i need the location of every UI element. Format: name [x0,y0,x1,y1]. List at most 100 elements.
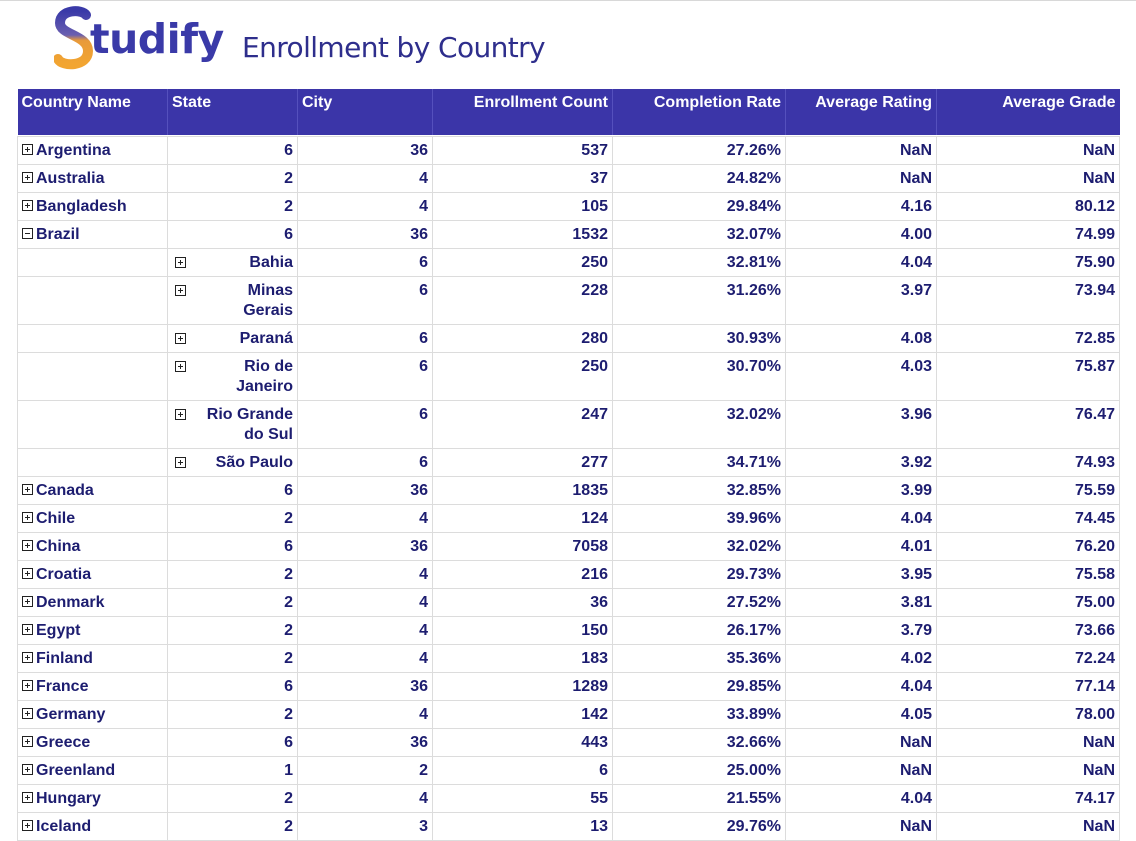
column-header-state[interactable]: State [167,89,298,135]
city-count-cell: 36 [297,135,433,165]
enrollment-count-cell: 105 [432,191,613,221]
city-count-cell: 4 [297,191,433,221]
enrollment-count-cell: 216 [432,559,613,589]
expand-icon[interactable] [22,707,33,719]
expand-icon[interactable] [22,679,33,691]
average-rating-cell: 3.96 [785,399,937,449]
table-body: Argentina 6 36 537 27.26% NaN NaN Australia 2 4 37… [17,135,1120,841]
state-count-cell: 2 [167,615,298,645]
average-rating-cell: NaN [785,755,937,785]
column-header-completion-rate[interactable]: Completion Rate [612,89,786,135]
expand-icon[interactable] [22,735,33,747]
city-count-cell: 36 [297,219,433,249]
city-count-cell: 6 [297,447,433,477]
expand-icon[interactable] [175,332,186,344]
country-cell: Greece [17,727,168,757]
expand-icon[interactable] [22,763,33,775]
enrollment-count-cell: 443 [432,727,613,757]
expand-icon[interactable] [175,256,186,268]
country-cell: China [17,531,168,561]
average-grade-cell: 80.12 [936,191,1120,221]
country-name: Greece [36,733,91,751]
completion-rate-cell: 25.00% [612,755,786,785]
expand-icon[interactable] [175,456,186,468]
average-rating-cell: 3.99 [785,475,937,505]
state-count-cell: 2 [167,643,298,673]
completion-rate-cell: 26.17% [612,615,786,645]
expand-icon[interactable] [175,284,186,296]
country-cell: Iceland [17,811,168,841]
country-cell: Australia [17,163,168,193]
country-name: Bangladesh [36,197,127,215]
country-cell: Canada [17,475,168,505]
expand-icon[interactable] [22,595,33,607]
column-header-enrollment-count[interactable]: Enrollment Count [432,89,613,135]
country-cell: Hungary [17,783,168,813]
expand-icon[interactable] [22,651,33,663]
average-rating-cell: 3.97 [785,275,937,325]
country-cell: Brazil [17,219,168,249]
completion-rate-cell: 27.52% [612,587,786,617]
logo-wordmark: tudify [90,15,224,63]
state-count-cell: 2 [167,811,298,841]
state-row: São Paulo 6 277 34.71% 3.92 74.93 [17,447,1120,477]
logo-s-mark [54,6,94,70]
country-name: Denmark [36,593,105,611]
expand-icon[interactable] [22,819,33,831]
average-rating-cell: NaN [785,811,937,841]
country-cell: Bangladesh [17,191,168,221]
country-row: Iceland 2 3 13 29.76% NaN NaN [17,811,1120,841]
country-cell-empty [17,351,168,401]
expand-icon[interactable] [22,199,33,211]
expand-icon[interactable] [22,143,33,155]
country-row: Greenland 1 2 6 25.00% NaN NaN [17,755,1120,785]
country-cell: Denmark [17,587,168,617]
state-count-cell: 1 [167,755,298,785]
country-cell: Argentina [17,135,168,165]
average-grade-cell: 75.00 [936,587,1120,617]
state-count-cell: 6 [167,135,298,165]
state-name: Paraná [239,329,293,347]
state-count-cell: 2 [167,559,298,589]
city-count-cell: 4 [297,163,433,193]
expand-icon[interactable] [22,511,33,523]
completion-rate-cell: 24.82% [612,163,786,193]
expand-icon[interactable] [175,408,186,420]
table-header-row: Country Name State City Enrollment Count… [17,89,1120,135]
completion-rate-cell: 32.66% [612,727,786,757]
enrollment-count-cell: 6 [432,755,613,785]
country-row: Canada 6 36 1835 32.85% 3.99 75.59 [17,475,1120,505]
completion-rate-cell: 29.73% [612,559,786,589]
expand-icon[interactable] [22,623,33,635]
country-row: Chile 2 4 124 39.96% 4.04 74.45 [17,503,1120,533]
enrollment-count-cell: 1289 [432,671,613,701]
city-count-cell: 6 [297,399,433,449]
average-grade-cell: 74.17 [936,783,1120,813]
completion-rate-cell: 29.76% [612,811,786,841]
city-count-cell: 4 [297,587,433,617]
country-row: Greece 6 36 443 32.66% NaN NaN [17,727,1120,757]
average-grade-cell: 73.94 [936,275,1120,325]
completion-rate-cell: 33.89% [612,699,786,729]
completion-rate-cell: 32.02% [612,531,786,561]
enrollment-table: Country Name State City Enrollment Count… [17,89,1120,841]
state-row: Rio Grande do Sul 6 247 32.02% 3.96 76.47 [17,399,1120,449]
country-row: Brazil 6 36 1532 32.07% 4.00 74.99 [17,219,1120,249]
enrollment-count-cell: 36 [432,587,613,617]
expand-icon[interactable] [22,567,33,579]
expand-icon[interactable] [175,360,186,372]
state-count-cell: 6 [167,727,298,757]
country-row: China 6 36 7058 32.02% 4.01 76.20 [17,531,1120,561]
state-name: São Paulo [215,453,293,471]
expand-icon[interactable] [22,483,33,495]
column-header-average-rating[interactable]: Average Rating [785,89,937,135]
average-grade-cell: 75.58 [936,559,1120,589]
column-header-city[interactable]: City [297,89,433,135]
column-header-country[interactable]: Country Name [17,89,168,135]
collapse-icon[interactable] [22,227,33,239]
column-header-average-grade[interactable]: Average Grade [936,89,1120,135]
expand-icon[interactable] [22,171,33,183]
expand-icon[interactable] [22,539,33,551]
expand-icon[interactable] [22,791,33,803]
country-row: Egypt 2 4 150 26.17% 3.79 73.66 [17,615,1120,645]
